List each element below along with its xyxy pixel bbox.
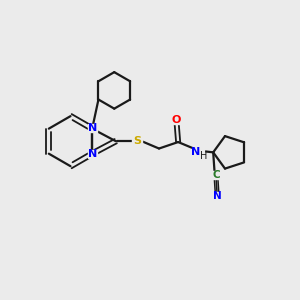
Bar — [213, 192, 221, 200]
Bar — [192, 148, 204, 157]
Text: N: N — [88, 123, 98, 133]
Bar — [132, 137, 142, 145]
Bar — [172, 116, 181, 124]
Text: C: C — [212, 170, 220, 180]
Text: N: N — [191, 147, 200, 158]
Text: H: H — [200, 151, 208, 161]
Text: N: N — [213, 191, 221, 201]
Bar — [88, 124, 98, 132]
Text: N: N — [88, 149, 98, 159]
Text: S: S — [133, 136, 141, 146]
Bar — [212, 171, 220, 179]
Text: O: O — [172, 115, 182, 125]
Bar — [88, 150, 98, 158]
